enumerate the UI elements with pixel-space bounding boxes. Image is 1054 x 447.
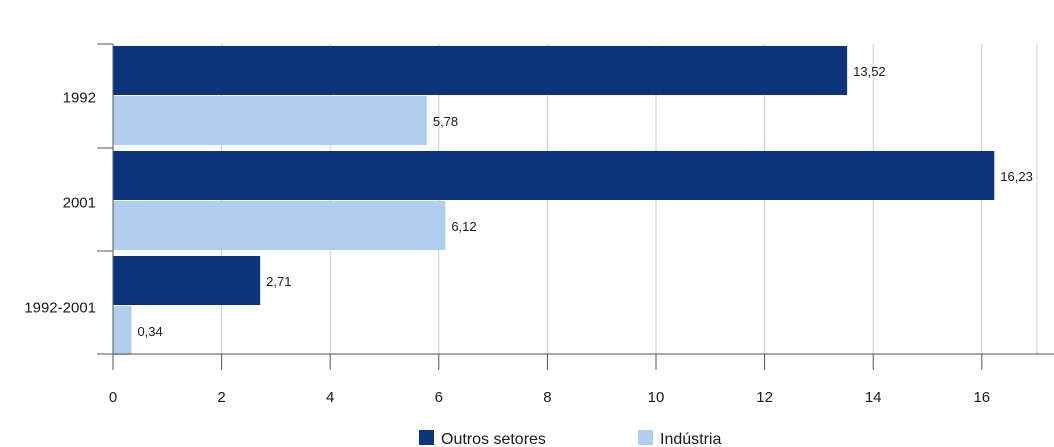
x-tick-label: 12	[756, 389, 773, 406]
bars	[113, 46, 995, 355]
bar-industria	[113, 201, 446, 250]
bar-outros	[113, 256, 261, 305]
category-label: 1992	[63, 90, 96, 107]
legend-label: Outros setores	[441, 431, 546, 447]
data-label: 16,23	[1000, 169, 1033, 184]
data-label: 5,78	[433, 114, 458, 129]
bar-industria	[113, 96, 427, 145]
x-tick-label: 10	[648, 389, 665, 406]
x-tick-label: 16	[973, 389, 990, 406]
bar-outros	[113, 46, 848, 95]
data-label: 2,71	[266, 274, 291, 289]
legend: Outros setores Indústria	[419, 430, 721, 447]
x-tick-label: 6	[435, 389, 443, 406]
category-label: 1992-2001	[24, 300, 96, 317]
bar-outros	[113, 151, 995, 200]
x-tick-label: 0	[109, 389, 117, 406]
legend-swatch	[419, 430, 434, 445]
legend-label: Indústria	[660, 431, 721, 447]
x-tick-label: 8	[543, 389, 551, 406]
bar-industria	[113, 306, 132, 355]
data-label: 6,12	[451, 219, 476, 234]
data-label: 0,34	[137, 324, 162, 339]
axes	[97, 43, 1054, 370]
x-tick-label: 4	[326, 389, 334, 406]
data-label: 13,52	[853, 64, 886, 79]
x-tick-label: 14	[865, 389, 882, 406]
category-label: 2001	[63, 195, 96, 212]
labels: 13,52 5,78 1992 16,23 6,12 2001 2,71 0,34 1992-2…	[24, 64, 1033, 406]
x-tick-label: 2	[217, 389, 225, 406]
legend-swatch	[638, 430, 653, 445]
